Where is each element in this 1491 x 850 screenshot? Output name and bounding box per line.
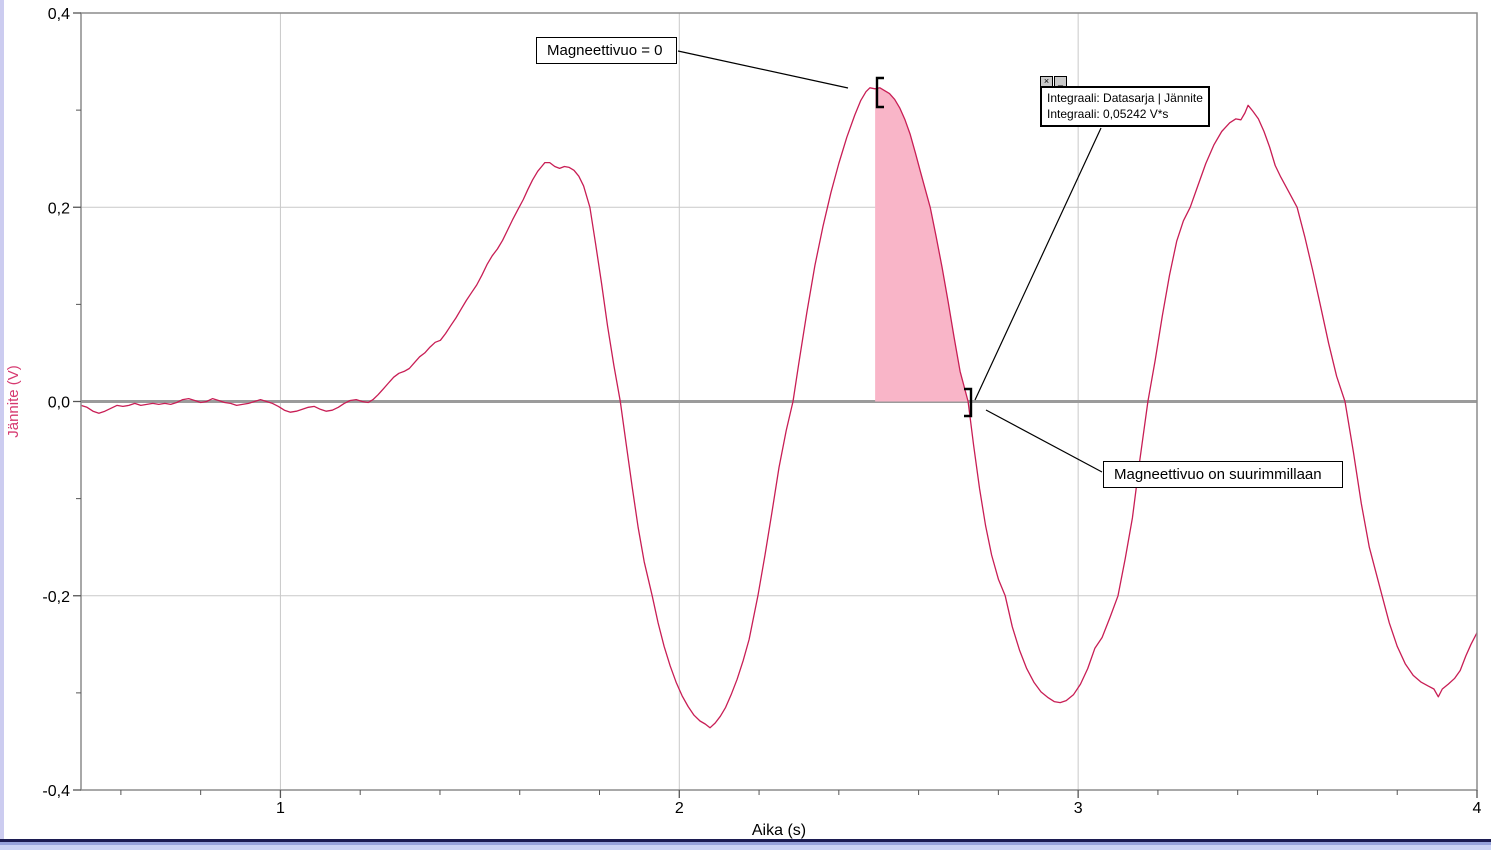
x-tick-label: 4 [1473,800,1482,817]
integral-result-box[interactable]: × _ Integraali: Datasarja | Jännite Inte… [1040,76,1210,127]
annotation-flux-zero[interactable]: Magneettivuo = 0 [536,37,677,64]
y-axis-title: Jännite (V) [5,365,22,438]
integral-title: Integraali: Datasarja | Jännite [1047,91,1203,105]
close-icon[interactable]: × [1040,76,1053,87]
minimize-icon[interactable]: _ [1054,76,1067,87]
y-tick-label: 0,4 [48,6,70,23]
voltage-curve [80,87,1478,729]
integral-box-titlebar: × _ [1040,76,1067,87]
window-bottom-border-mid [0,842,1491,845]
window-bottom-border [0,839,1491,842]
leader-line-integral [974,127,1102,401]
y-tick-label: -0,4 [42,783,70,800]
integral-value: Integraali: 0,05242 V*s [1047,107,1169,121]
x-tick-label: 1 [276,800,285,817]
integral-end-bracket[interactable] [964,387,973,418]
x-tick-label: 3 [1074,800,1083,817]
y-tick-label: 0,2 [48,200,70,217]
leader-line-flux-max [985,409,1103,473]
y-tick-label: 0,0 [48,395,70,412]
y-tick-label: -0,2 [42,589,70,606]
x-tick-label: 2 [675,800,684,817]
window-bottom-border-light [0,845,1491,850]
integral-start-bracket[interactable] [875,76,884,109]
leader-line-flux-zero [677,50,849,89]
annotation-flux-max[interactable]: Magneettivuo on suurimmillaan [1103,461,1343,488]
integral-shaded-region [875,87,969,402]
x-axis-title: Aika (s) [752,822,806,839]
window-left-border [0,0,4,850]
